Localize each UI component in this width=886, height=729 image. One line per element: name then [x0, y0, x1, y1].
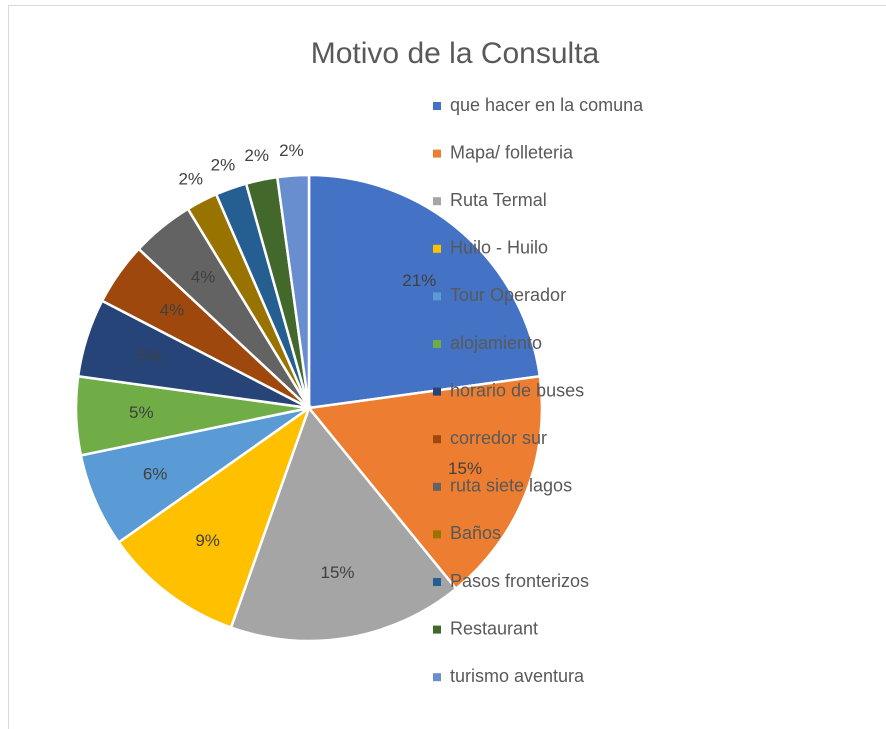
- data-label: 15%: [320, 563, 354, 582]
- legend-marker: [433, 625, 441, 634]
- data-label: 2%: [211, 155, 236, 174]
- legend-label: ruta siete lagos: [450, 476, 572, 496]
- legend-marker: [433, 673, 441, 682]
- chart-title: Motivo de la Consulta: [311, 37, 600, 70]
- legend-label: Ruta Termal: [450, 190, 547, 210]
- legend-marker: [433, 482, 441, 491]
- legend-label: Baños: [450, 523, 501, 543]
- data-label: 4%: [160, 301, 185, 320]
- legend-marker: [433, 149, 441, 158]
- data-label: 9%: [195, 531, 220, 550]
- legend-label: Mapa/ folleteria: [450, 142, 574, 162]
- legend-label: turismo aventura: [450, 666, 585, 686]
- legend-marker: [433, 435, 441, 444]
- data-label: 2%: [178, 169, 203, 188]
- data-label: 15%: [448, 459, 482, 478]
- legend-marker: [433, 387, 441, 396]
- legend-label: Tour Operador: [450, 285, 566, 305]
- pie-slice: [307, 173, 542, 410]
- pie-slice: [116, 404, 312, 630]
- legend-label: que hacer en la comuna: [450, 95, 644, 115]
- data-label: 21%: [402, 271, 436, 290]
- pie-slice: [306, 374, 544, 591]
- legend-marker: [433, 340, 441, 348]
- legend-label: corredor sur: [450, 428, 547, 448]
- legend-marker: [433, 530, 441, 539]
- pie-slice: [229, 405, 458, 643]
- data-label: 6%: [143, 464, 168, 483]
- pie-slice: [275, 173, 311, 409]
- data-label: 5%: [137, 347, 162, 366]
- data-label: 2%: [279, 141, 304, 160]
- legend-label: Huilo - Huilo: [450, 238, 548, 258]
- legend-marker: [433, 244, 441, 253]
- legend-marker: [433, 102, 441, 110]
- legend-label: Pasos fronterizos: [450, 571, 589, 591]
- legend-label: alojamiento: [450, 333, 542, 353]
- legend-marker: [433, 197, 441, 206]
- data-label: 2%: [244, 146, 269, 165]
- legend-marker: [433, 292, 441, 301]
- legend-label: Restaurant: [450, 618, 538, 638]
- legend-label: horario de buses: [450, 380, 584, 400]
- data-label: 5%: [129, 403, 154, 422]
- legend-marker: [433, 578, 441, 586]
- data-label: 4%: [191, 267, 216, 286]
